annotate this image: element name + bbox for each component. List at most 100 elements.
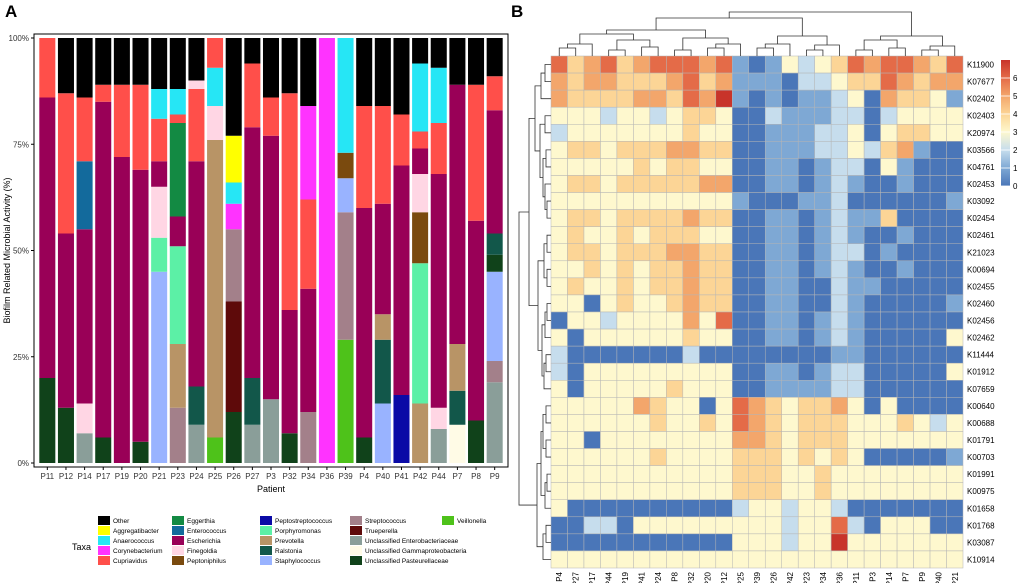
heatmap-cell: [764, 209, 782, 227]
heatmap-cell: [830, 414, 848, 432]
heatmap-cell: [797, 482, 815, 500]
dendrogram-branch: [545, 439, 551, 458]
bar-segment: [281, 38, 298, 94]
heatmap-cell: [732, 294, 750, 313]
heatmap-cell: [600, 294, 618, 313]
heatmap-cell: [649, 533, 667, 552]
heatmap-cell: [732, 124, 750, 142]
heatmap-cell: [649, 482, 667, 500]
heatmap-cell: [913, 72, 931, 91]
heatmap-cell: [830, 294, 848, 313]
dendrogram-branch: [715, 43, 741, 56]
heatmap-cell: [748, 124, 766, 142]
heatmap-cell: [830, 448, 848, 466]
heatmap-cell: [616, 158, 634, 176]
heatmap-cell: [929, 260, 947, 279]
heatmap-cell: [880, 465, 898, 483]
x-tick-label: P34: [301, 472, 316, 481]
heatmap-cell: [847, 277, 865, 296]
heatmap-cell: [682, 482, 700, 500]
heatmap-cell: [715, 89, 733, 108]
heatmap-cell: [748, 516, 766, 535]
heatmap-cell: [732, 482, 750, 500]
bar-segment: [412, 63, 429, 132]
heatmap-cell: [583, 243, 601, 262]
heatmap-cell: [600, 260, 618, 279]
heatmap-cell: [814, 533, 832, 552]
heatmap-cell: [896, 124, 914, 142]
heatmap-cell: [863, 328, 881, 347]
heatmap-cell: [781, 397, 799, 415]
bar-segment: [244, 127, 261, 378]
heatmap-cell: [732, 345, 750, 364]
heatmap-cell: [748, 72, 766, 91]
bar-segment: [281, 93, 298, 310]
heatmap-cell: [814, 482, 832, 500]
heatmap-cell: [583, 431, 601, 449]
heatmap-cell: [633, 124, 651, 142]
heatmap-cell: [896, 328, 914, 347]
heatmap-cell: [830, 175, 848, 193]
heatmap-cell: [649, 465, 667, 483]
row-label: K11444: [967, 351, 995, 360]
bar-segment: [76, 403, 93, 434]
column-label: P44: [605, 571, 614, 583]
heatmap-cell: [830, 431, 848, 449]
legend-label: Corynebacterium: [113, 548, 163, 555]
heatmap-cell: [797, 448, 815, 466]
bar-segment: [486, 233, 503, 255]
legend-label: Porphyromonas: [275, 528, 322, 535]
y-axis-title: Biofilm Related Microbial Activity (%): [2, 177, 12, 323]
heatmap-cell: [550, 448, 568, 466]
heatmap-cell: [649, 448, 667, 466]
row-label: K00975: [967, 487, 995, 496]
heatmap-cell: [764, 72, 782, 91]
column-label: P40: [934, 571, 943, 583]
legend-swatch: [260, 516, 272, 525]
dendrogram-branch: [518, 211, 537, 506]
row-label: K00688: [967, 419, 995, 428]
row-label: K07659: [967, 385, 995, 394]
heatmap-cell: [913, 209, 931, 227]
heatmap-cell: [913, 380, 931, 398]
heatmap-cell: [946, 345, 964, 364]
bar-segment: [76, 97, 93, 162]
heatmap-cell: [830, 533, 848, 552]
bar-segment: [113, 38, 130, 85]
heatmap-cell: [550, 533, 568, 552]
bar-segment: [486, 361, 503, 383]
heatmap-cell: [880, 124, 898, 142]
heatmap-cell: [797, 294, 815, 313]
bar-segment: [449, 38, 466, 85]
bar-segment: [188, 161, 205, 387]
heatmap-cell: [863, 124, 881, 142]
bar-segment: [225, 301, 242, 412]
heatmap-cell: [616, 226, 634, 244]
dendrogram-branch: [542, 158, 546, 198]
heatmap-cell: [781, 311, 799, 330]
heatmap-cell: [847, 499, 865, 518]
heatmap-cell: [929, 345, 947, 364]
bar-segment: [337, 339, 354, 463]
heatmap-cell: [913, 124, 931, 142]
heatmap-cell: [847, 465, 865, 483]
heatmap-cell: [567, 158, 585, 176]
heatmap-cell: [781, 158, 799, 176]
heatmap-cell: [946, 499, 964, 518]
heatmap-cell: [682, 533, 700, 552]
heatmap-cell: [699, 397, 717, 415]
heatmap-cell: [863, 226, 881, 244]
bar-segment: [207, 38, 224, 68]
heatmap-cell: [715, 380, 733, 398]
heatmap-cell: [616, 414, 634, 432]
heatmap-cell: [616, 533, 634, 552]
x-tick-label: P32: [283, 472, 298, 481]
heatmap-cell: [847, 533, 865, 552]
legend-label: Streptococcus: [365, 518, 407, 525]
heatmap-cell: [781, 499, 799, 518]
heatmap-cell: [764, 499, 782, 518]
heatmap-cell: [567, 328, 585, 347]
dendrogram-branch: [546, 268, 551, 287]
column-label: P26: [770, 571, 779, 583]
bar-segment: [39, 97, 56, 378]
